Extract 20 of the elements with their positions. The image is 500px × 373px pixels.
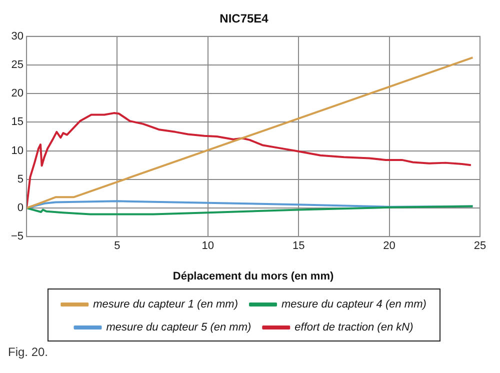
x-axis-title: Déplacement du mors (en mm) (172, 270, 334, 282)
legend-label: mesure du capteur 4 (en mm) (282, 298, 427, 311)
y-tick-label: 15 (11, 116, 24, 128)
caption: Fig. 20. (8, 345, 50, 359)
legend-label: mesure du capteur 1 (en mm) (93, 298, 238, 311)
chart-title: NIC75E4 (220, 12, 269, 26)
x-tick-label: 10 (202, 240, 214, 252)
y-tick-label: 10 (11, 144, 24, 157)
y-tick-label: 25 (11, 59, 24, 72)
x-tick-label: 15 (292, 240, 305, 252)
y-tick-label: 20 (11, 88, 24, 100)
x-tick-label: 5 (114, 240, 120, 252)
y-tick-label: −5 (10, 230, 24, 243)
x-tick-label: 25 (474, 240, 486, 252)
x-tick-label: 20 (383, 240, 396, 252)
legend-label: mesure du capteur 5 (en mm) (106, 322, 252, 334)
y-tick-label: 0 (17, 202, 24, 214)
y-tick-label: 30 (11, 30, 24, 42)
legend-label: effort de traction (en kN) (294, 322, 414, 334)
y-tick-label: 5 (17, 173, 24, 186)
